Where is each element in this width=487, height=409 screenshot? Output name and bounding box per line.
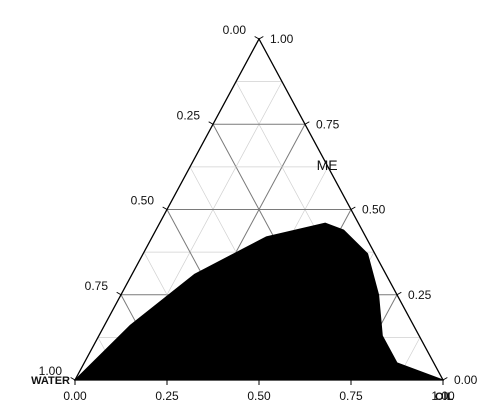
tick-label-bottom-3: 0.75: [339, 389, 363, 403]
tick-left-4: [70, 377, 76, 381]
tick-label-right-3: 0.75: [316, 117, 340, 131]
tick-label-left-1: 0.25: [177, 108, 201, 122]
vertex-label-water: WATER: [31, 375, 70, 387]
tick-label-right-2: 0.50: [362, 203, 386, 217]
tick-label-left-4: 1.00: [39, 364, 63, 378]
region-label-0: ME: [317, 157, 338, 173]
tick-label-bottom-4: 1.00: [431, 389, 455, 403]
label-layer: 0.00 0.25 0.50 0.75 1.000.000.250.500.751.00…: [31, 23, 478, 403]
tick-right-4: [258, 36, 264, 40]
tick-label-right-1: 0.25: [408, 288, 432, 302]
axis-layer: [70, 36, 448, 385]
tick-right-3: [304, 121, 310, 125]
tick-label-bottom-2: 0.50: [247, 389, 271, 403]
tick-right-0: [442, 377, 448, 381]
tick-label-bottom-0: 0.00: [63, 389, 87, 403]
tick-left-1: [208, 121, 214, 125]
region-layer: [73, 222, 444, 381]
tick-left-2: [162, 206, 168, 210]
tick-left-0: [254, 36, 260, 40]
tick-label-left-2: 0.50: [131, 194, 155, 208]
tick-left-3: [116, 291, 122, 296]
tick-right-1: [396, 291, 402, 296]
vertex-label-oil: OIL: [435, 391, 454, 403]
tick-right-2: [350, 206, 356, 210]
tick-label-left-3: 0.75: [85, 279, 109, 293]
tick-label-right-0: 0.00: [454, 373, 478, 387]
tick-label-right-4: 1.00: [270, 32, 294, 46]
tick-label-left-0: 0.00: [223, 23, 247, 37]
tick-label-bottom-1: 0.25: [155, 389, 179, 403]
two-phase-region: [73, 222, 444, 381]
